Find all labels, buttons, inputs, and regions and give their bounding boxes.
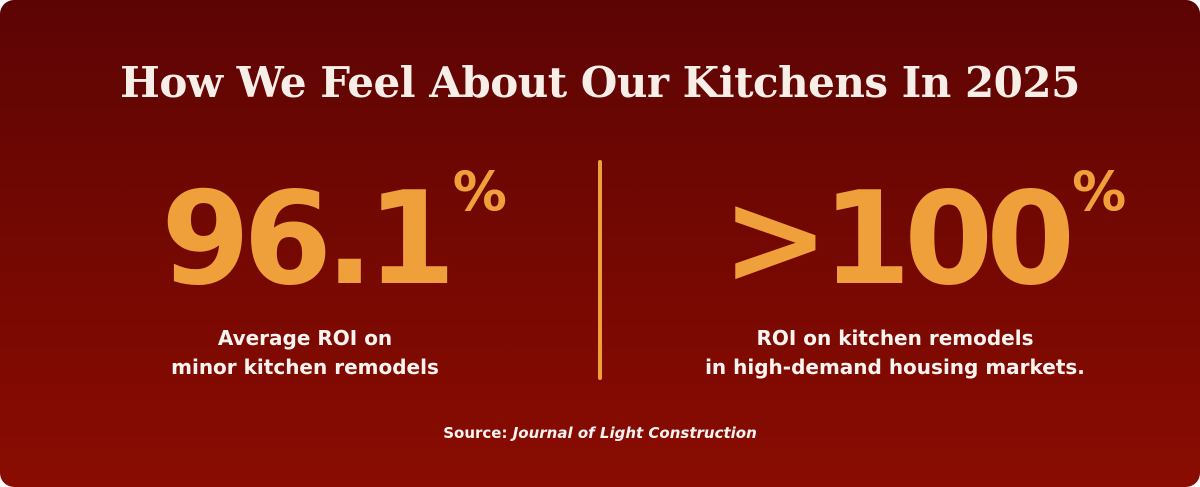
stat-number: 96.1 xyxy=(161,165,456,314)
stat-caption: Average ROI on minor kitchen remodels xyxy=(45,324,565,382)
divider xyxy=(598,160,602,380)
stat-number: >100 xyxy=(721,165,1075,314)
caption-line: ROI on kitchen remodels xyxy=(756,326,1034,350)
stat-unit: % xyxy=(1072,160,1127,223)
stat: >100% ROI on kitchen remodels in high-de… xyxy=(635,162,1155,382)
source: Source: Journal of Light Construction xyxy=(0,424,1200,442)
stat: 96.1% Average ROI on minor kitchen remod… xyxy=(45,162,565,382)
stat-caption: ROI on kitchen remodels in high-demand h… xyxy=(635,324,1155,382)
caption-line: minor kitchen remodels xyxy=(171,355,439,379)
stat-unit: % xyxy=(452,160,507,223)
caption-line: Average ROI on xyxy=(217,326,393,350)
stat-value: >100% xyxy=(722,162,1126,310)
source-label: Source: xyxy=(443,424,508,442)
title: How We Feel About Our Kitchens In 2025 xyxy=(120,58,1080,107)
caption-line: in high-demand housing markets. xyxy=(705,355,1085,379)
source-publication: Journal of Light Construction xyxy=(512,424,757,442)
stat-value: 96.1% xyxy=(161,162,507,310)
